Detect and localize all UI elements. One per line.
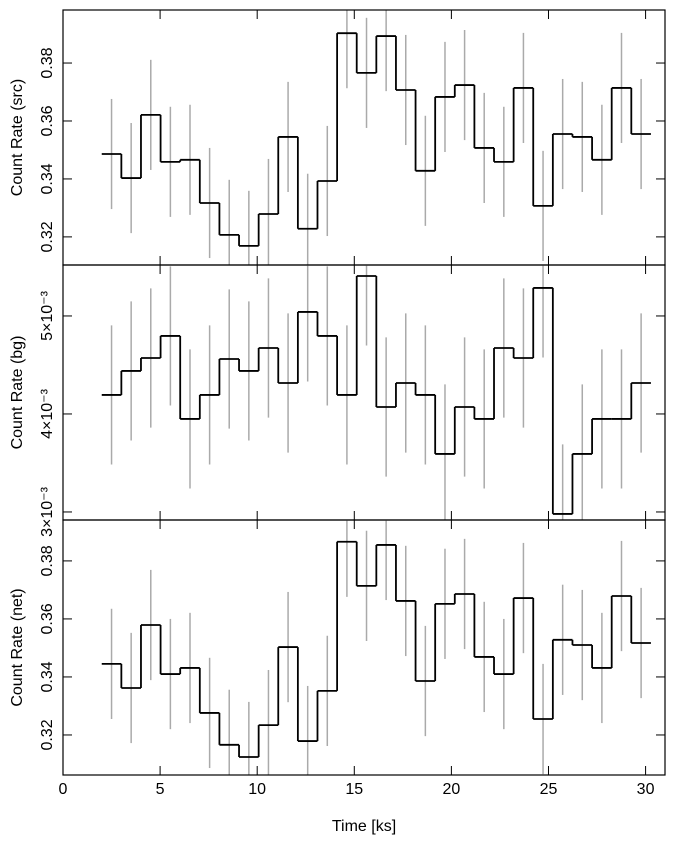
y-axis-label: Count Rate (bg) <box>9 336 26 450</box>
y-tick-label: 0.32 <box>39 221 56 252</box>
y-tick-label: 0.38 <box>39 545 56 576</box>
y-axis-label: Count Rate (net) <box>9 588 26 706</box>
y-tick-label: 3×10⁻³ <box>39 486 56 536</box>
x-tick-label: 5 <box>156 781 165 798</box>
y-tick-label: 5×10⁻³ <box>39 290 56 340</box>
panel-frame <box>62 264 666 521</box>
y-tick-label: 0.38 <box>39 47 56 78</box>
y-tick-label: 0.34 <box>39 661 56 692</box>
x-tick-label: 25 <box>540 781 558 798</box>
panel-frame <box>62 519 666 776</box>
y-tick-label: 0.34 <box>39 163 56 194</box>
plot-area <box>101 265 651 520</box>
y-tick-label: 0.36 <box>39 105 56 136</box>
y-tick-label: 4×10⁻³ <box>39 388 56 438</box>
plot-area <box>101 520 651 775</box>
x-axis-label: Time [ks] <box>332 818 396 835</box>
y-tick-label: 0.36 <box>39 603 56 634</box>
plot-area <box>101 10 651 265</box>
x-tick-label: 30 <box>637 781 655 798</box>
x-tick-label: 0 <box>59 781 68 798</box>
y-axis-label: Count Rate (src) <box>9 79 26 196</box>
x-tick-label: 15 <box>345 781 363 798</box>
x-tick-label: 20 <box>442 781 460 798</box>
x-tick-label: 10 <box>248 781 266 798</box>
y-tick-label: 0.32 <box>39 719 56 750</box>
